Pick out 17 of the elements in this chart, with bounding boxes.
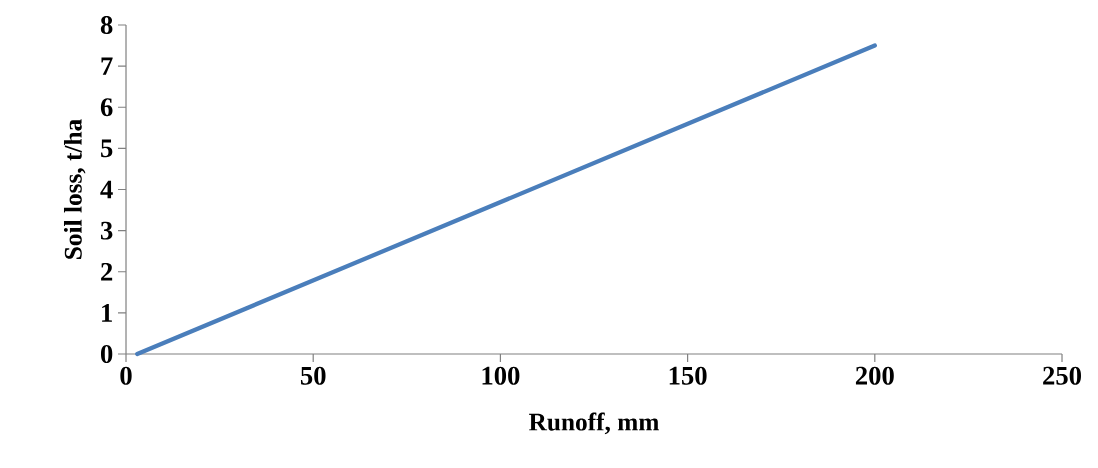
- x-tick-label: 150: [669, 366, 707, 385]
- x-tick-label: 200: [855, 366, 894, 385]
- y-tick-label: 7: [101, 57, 113, 75]
- x-tick-label: 250: [1043, 366, 1081, 385]
- y-tick-label: 4: [100, 180, 113, 199]
- y-tick-label: 5: [101, 139, 113, 158]
- y-tick-label: 2: [101, 262, 113, 281]
- x-tick-label: 0: [120, 366, 132, 385]
- x-tick-label: 100: [482, 366, 520, 385]
- y-axis-title: Soil loss, t/ha: [63, 119, 86, 259]
- y-tick-label: 6: [100, 98, 113, 117]
- y-tick-label: 3: [100, 221, 113, 240]
- y-tick-label: 0: [100, 345, 113, 363]
- y-tick-label: 1: [102, 304, 112, 322]
- x-axis-title: Runoff, mm: [529, 412, 659, 435]
- x-tick-label: 50: [300, 366, 326, 385]
- y-tick-label: 8: [100, 16, 113, 34]
